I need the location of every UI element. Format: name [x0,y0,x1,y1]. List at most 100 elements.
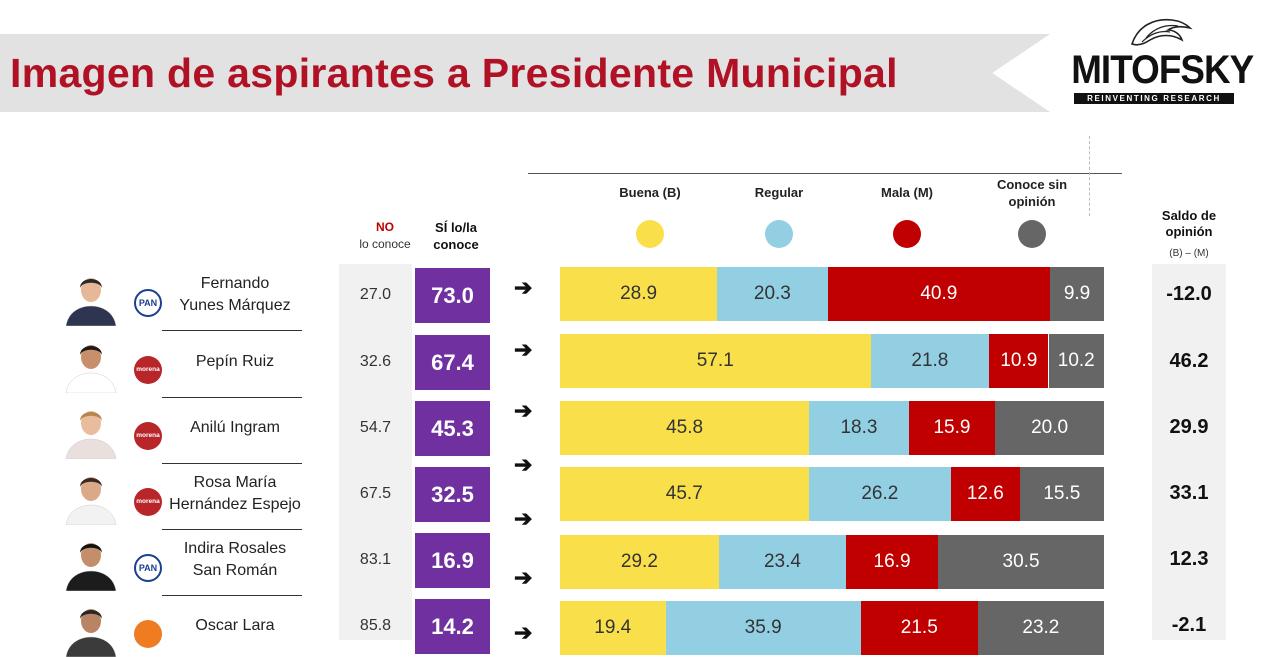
no-conoce-value: 85.8 [359,617,392,634]
bar-segment: 12.6 [951,467,1020,521]
candidate-name: Fernando Yunes Márquez [168,273,302,317]
legend-label-line: Mala (M) [881,185,933,200]
arrow-icon: ➔ [514,620,533,645]
no-conoce-header-no: NO [376,220,394,234]
si-conoce-value: 67.4 [415,335,490,390]
row-separator [162,529,302,530]
no-conoce-header-rest: lo conoce [359,237,411,251]
saldo-value: 29.9 [1169,416,1209,438]
legend-label-line: opinión [1008,194,1056,209]
legend-label-line: Buena (B) [619,185,681,200]
bar-segment: 18.3 [809,401,909,455]
row-separator [162,463,302,464]
page-title: Imagen de aspirantes a Presidente Munici… [10,50,898,96]
arrow-icon: ➔ [514,452,533,477]
bar-segment: 15.5 [1019,467,1104,521]
bar-segment: 29.2 [560,535,719,589]
saldo-header: Saldo de opinión [1150,208,1228,240]
si-conoce-value: 14.2 [415,599,490,654]
bar-segment: 9.9 [1050,267,1104,321]
legend-dot-icon [636,220,664,248]
candidate-photo [62,335,120,393]
row-separator [162,397,302,398]
no-conoce-value: 32.6 [359,353,392,370]
si-conoce-header: SÍ lo/la conoce [420,219,492,253]
legend-label-line: Conoce sin [996,177,1068,192]
legend-label: Regular [714,184,844,201]
legend-dot-icon [893,220,921,248]
bar-segment: 19.4 [560,601,666,655]
si-conoce-value: 73.0 [415,268,490,323]
legend-dot-icon [765,220,793,248]
no-conoce-header: NO lo conoce [352,219,418,253]
bar-segment: 20.3 [717,267,828,321]
arrow-icon: ➔ [514,275,533,300]
candidate-name-line: Oscar Lara [195,616,275,634]
candidate-name-line: Anilú Ingram [190,418,280,436]
legend-label: Conoce sin opinión [967,176,1097,210]
party-logo-icon: morena [134,422,162,450]
candidate-name: Rosa María Hernández Espejo [168,472,302,516]
bar-segment: 15.9 [908,401,996,455]
pelican-logo-icon [1130,18,1193,46]
mitofsky-logo: MITOFSKY REINVENTING RESEARCH [1064,14,1254,106]
arrow-icon: ➔ [514,337,533,362]
legend-label-line: Regular [754,185,804,200]
si-conoce-value: 32.5 [415,467,490,522]
logo-wordmark: MITOFSKY [1071,48,1254,92]
no-conoce-value: 27.0 [359,286,392,303]
candidate-name-line: Yunes Márquez [179,296,291,314]
saldo-value: 46.2 [1169,350,1209,372]
saldo-value: -12.0 [1166,283,1212,305]
row-separator [162,330,302,331]
bar-segment: 21.8 [870,334,990,388]
bar-segment: 21.5 [860,601,978,655]
si-conoce-value: 45.3 [415,401,490,456]
no-conoce-column-bg [339,264,412,640]
no-conoce-value: 54.7 [359,419,392,436]
title-banner [0,34,1050,112]
row-separator [162,595,302,596]
bar-segment: 10.9 [989,334,1049,388]
saldo-header-line2: opinión [1165,224,1213,239]
saldo-column-bg [1152,264,1226,640]
candidate-name-line: Hernández Espejo [169,495,301,513]
legend-label: Buena (B) [585,184,715,201]
legend-label: Mala (M) [842,184,972,201]
saldo-value: 12.3 [1169,548,1209,570]
bar-segment: 20.0 [995,401,1104,455]
legend-top-rule [528,173,1122,174]
arrow-icon: ➔ [514,506,533,531]
logo-tagline: REINVENTING RESEARCH [1074,93,1234,104]
no-conoce-value: 67.5 [359,485,392,502]
party-logo-icon: PAN [134,289,162,317]
candidate-photo [62,533,120,591]
bar-segment: 45.8 [560,401,810,455]
candidate-name-line: Rosa María [193,473,277,491]
bar-segment: 28.9 [560,267,718,321]
saldo-header-line1: Saldo de [1161,208,1217,223]
saldo-value: -2.1 [1171,614,1207,636]
bar-segment: 26.2 [808,467,952,521]
bar-segment: 30.5 [938,535,1104,589]
candidate-photo [62,401,120,459]
legend-dot-icon [1018,220,1046,248]
party-logo-icon: PAN [134,554,162,582]
bar-segment: 35.9 [665,601,861,655]
arrow-icon: ➔ [514,398,533,423]
candidate-name: Anilú Ingram [168,417,302,439]
candidate-name-line: Pepín Ruiz [195,352,275,370]
legend-divider [1089,136,1090,216]
saldo-value: 33.1 [1169,482,1209,504]
candidate-name: Pepín Ruiz [168,351,302,373]
si-conoce-value: 16.9 [415,533,490,588]
bar-segment: 40.9 [827,267,1051,321]
party-logo-icon: morena [134,356,162,384]
bar-segment: 23.2 [977,601,1104,655]
party-logo-icon [134,620,162,648]
candidate-name: Indira Rosales San Román [168,538,302,582]
candidate-name-line: San Román [192,561,278,579]
candidate-name-line: Fernando [200,274,270,292]
no-conoce-value: 83.1 [359,551,392,568]
party-logo-icon: morena [134,488,162,516]
